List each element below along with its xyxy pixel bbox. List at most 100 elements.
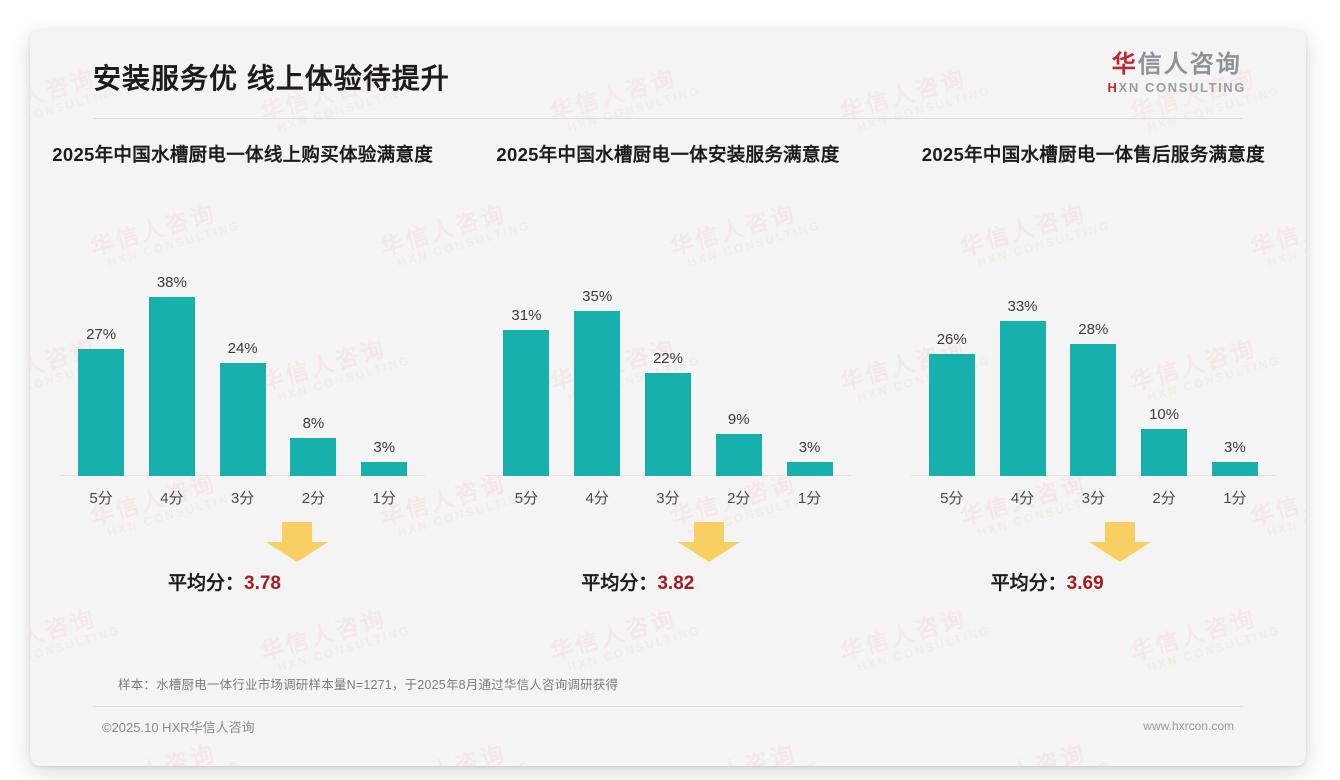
bar[interactable] — [78, 349, 125, 476]
bar-group: 24% — [212, 256, 274, 476]
bar-group: 9% — [708, 256, 770, 476]
bar-group: 27% — [70, 256, 132, 476]
bar-group: 31% — [495, 256, 557, 476]
bar-value-label: 3% — [373, 439, 396, 456]
bar-group: 8% — [282, 256, 344, 476]
bar[interactable] — [361, 462, 408, 476]
category-label: 3分 — [230, 490, 255, 507]
copyright-text: ©2025.10 HXR华信人咨询 — [102, 720, 255, 735]
category-label: 4分 — [1010, 490, 1035, 507]
logo-en-accent: H — [1107, 80, 1119, 96]
bar-group: 33% — [991, 256, 1053, 476]
bar[interactable] — [928, 354, 975, 476]
down-arrow-icon — [1088, 522, 1151, 562]
bar[interactable] — [148, 297, 195, 476]
bar-value-label: 22% — [652, 350, 683, 367]
category-label: 4分 — [585, 490, 609, 507]
bar-group: 10% — [1133, 256, 1195, 476]
bar[interactable] — [644, 373, 691, 476]
footer-divider — [93, 706, 1243, 707]
bar-plot: 27% 38% 24% 8% 3% — [48, 256, 437, 476]
bar[interactable] — [290, 438, 337, 476]
bar[interactable] — [1141, 429, 1188, 476]
category-label: 2分 — [727, 490, 751, 507]
header-divider — [93, 118, 1243, 119]
bar[interactable] — [715, 434, 762, 476]
bar-value-label: 35% — [582, 288, 613, 305]
bar-value-label: 3% — [1224, 439, 1246, 456]
category-label: 5分 — [89, 490, 113, 507]
bar-value-label: 24% — [227, 340, 258, 357]
average-score-zone: 平均分：3.82 — [473, 518, 862, 614]
average-score: 平均分：3.69 — [991, 568, 1104, 595]
logo-en-rest: XN CONSULTING — [1118, 80, 1246, 96]
bar-value-label: 33% — [1007, 298, 1038, 315]
category-label: 2分 — [301, 490, 326, 507]
logo-rest-chars: 信人咨询 — [1137, 51, 1242, 78]
website-link[interactable]: www.hxrcon.com — [1143, 719, 1234, 733]
company-logo: 华信人咨询 HXN CONSULTING — [1108, 51, 1246, 95]
bar[interactable] — [786, 462, 833, 476]
bar[interactable] — [1211, 462, 1258, 476]
bar-value-label: 8% — [302, 415, 325, 432]
category-label: 3分 — [656, 490, 680, 507]
average-score-zone: 平均分：3.69 — [899, 518, 1288, 614]
chart-title: 2025年中国水槽厨电一体售后服务满意度 — [921, 144, 1265, 165]
bar[interactable] — [503, 330, 550, 476]
bar-value-label: 10% — [1149, 406, 1180, 423]
bar[interactable] — [1070, 344, 1117, 476]
average-score: 平均分：3.78 — [168, 568, 281, 595]
average-score: 平均分：3.82 — [581, 568, 694, 595]
chart-panel-installation-service: 2025年中国水槽厨电一体安装服务满意度 31% 35% 22% 9% — [455, 142, 880, 614]
bar[interactable] — [219, 363, 266, 476]
category-label: 4分 — [160, 490, 184, 507]
average-score-label: 平均分： — [581, 573, 658, 594]
category-label: 1分 — [1223, 490, 1247, 507]
down-arrow-icon — [678, 522, 741, 562]
bar-group: 28% — [1062, 256, 1124, 476]
bar-value-label: 3% — [798, 439, 821, 456]
average-score-value: 3.69 — [1066, 573, 1104, 594]
bar-value-label: 28% — [1078, 321, 1109, 338]
bar-value-label: 38% — [156, 274, 187, 291]
logo-chinese-text: 华信人咨询 — [1108, 51, 1246, 78]
x-axis-categories: 5分 4分 3分 2分 1分 — [48, 487, 437, 508]
bar-value-label: 9% — [727, 411, 750, 428]
bar-value-label: 26% — [936, 331, 967, 348]
category-label: 1分 — [797, 490, 822, 507]
x-axis-categories: 5分 4分 3分 2分 1分 — [473, 487, 862, 508]
slide-header: 安装服务优 线上体验待提升 华信人咨询 HXN CONSULTING — [30, 30, 1306, 118]
bar-group: 3% — [353, 256, 415, 476]
bar-plot: 26% 33% 28% 10% 3% — [899, 256, 1288, 476]
bar-group: 38% — [141, 256, 203, 476]
bar-plot: 31% 35% 22% 9% 3% — [473, 256, 862, 476]
bar-value-label: 27% — [86, 326, 117, 343]
chart-panel-online-purchase: 2025年中国水槽厨电一体线上购买体验满意度 27% 38% 24% 8% — [30, 142, 455, 614]
x-axis-categories: 5分 4分 3分 2分 1分 — [899, 487, 1288, 508]
chart-title: 2025年中国水槽厨电一体线上购买体验满意度 — [52, 144, 434, 165]
page-title: 安装服务优 线上体验待提升 — [93, 63, 450, 94]
bar-group: 22% — [637, 256, 699, 476]
logo-english-text: HXN CONSULTING — [1108, 80, 1246, 95]
average-score-zone: 平均分：3.78 — [48, 518, 437, 614]
down-arrow-icon — [266, 522, 328, 562]
bar-group: 3% — [1204, 256, 1266, 476]
category-label: 1分 — [372, 490, 396, 507]
bar[interactable] — [574, 311, 621, 476]
chart-title: 2025年中国水槽厨电一体安装服务满意度 — [496, 144, 840, 165]
bar-group: 35% — [566, 256, 628, 476]
average-score-label: 平均分： — [168, 573, 245, 594]
bar-group: 26% — [921, 256, 983, 476]
bar[interactable] — [999, 321, 1046, 476]
category-label: 2分 — [1152, 490, 1176, 507]
average-score-label: 平均分： — [990, 573, 1067, 594]
category-label: 5分 — [940, 490, 964, 507]
sample-footnote: 样本：水槽厨电一体行业市场调研样本量N=1271，于2025年8月通过华信人咨询… — [118, 678, 619, 692]
logo-accent-char: 华 — [1111, 51, 1138, 78]
